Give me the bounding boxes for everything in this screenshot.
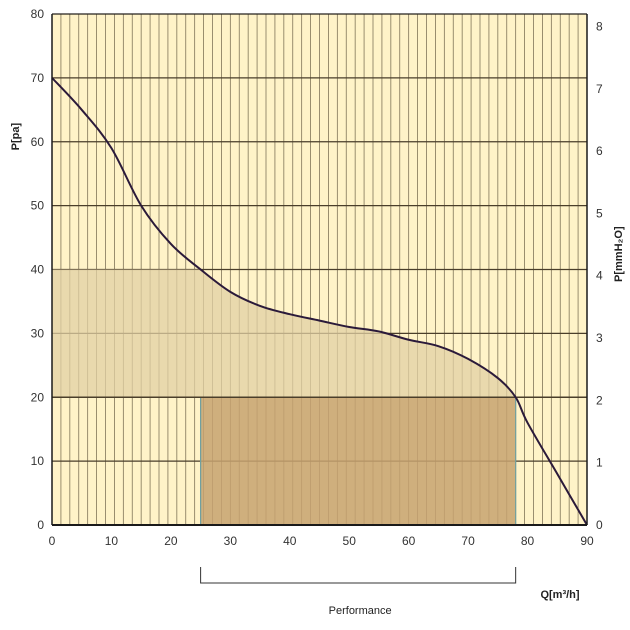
performance-curve (51, 77, 588, 526)
y-axis-left-label: P[pa] (10, 123, 22, 151)
y-tick-right-label: 6 (596, 144, 603, 158)
x-tick-label: 10 (105, 534, 119, 548)
y-tick-left-label: 60 (31, 135, 45, 149)
y-tick-left-label: 30 (31, 326, 45, 340)
performance-bracket (200, 567, 517, 584)
y-tick-right-label: 0 (596, 518, 603, 532)
x-tick-label: 70 (461, 534, 475, 548)
y-tick-right-label: 7 (596, 82, 603, 96)
x-tick-label: 60 (402, 534, 416, 548)
y-tick-left-label: 10 (31, 454, 45, 468)
y-tick-left-label: 40 (31, 263, 45, 277)
y-tick-right-label: 2 (596, 393, 603, 407)
y-tick-right-label: 1 (596, 456, 603, 470)
performance-label: Performance (329, 605, 392, 617)
y-tick-right-label: 5 (596, 206, 603, 220)
y-tick-left-label: 70 (31, 71, 45, 85)
y-axis-right-label: P[mmH₂O] (613, 226, 625, 282)
shaded-box (200, 396, 517, 526)
x-tick-label: 80 (521, 534, 535, 548)
y-tick-right-label: 8 (596, 19, 603, 33)
y-tick-left-label: 20 (31, 390, 45, 404)
shaded-band (52, 269, 201, 398)
x-tick-label: 90 (580, 534, 594, 548)
y-tick-left-label: 80 (31, 7, 45, 21)
x-tick-label: 20 (164, 534, 178, 548)
y-tick-left-label: 0 (37, 518, 44, 532)
y-tick-right-label: 4 (596, 269, 603, 283)
y-tick-right-label: 3 (596, 331, 603, 345)
x-tick-label: 50 (343, 534, 357, 548)
x-axis-label: Q[m³/h] (540, 589, 579, 601)
x-tick-label: 0 (49, 534, 56, 548)
shaded-curve-area (200, 269, 516, 398)
y-tick-left-label: 50 (31, 199, 45, 213)
x-tick-label: 30 (224, 534, 238, 548)
x-tick-label: 40 (283, 534, 297, 548)
